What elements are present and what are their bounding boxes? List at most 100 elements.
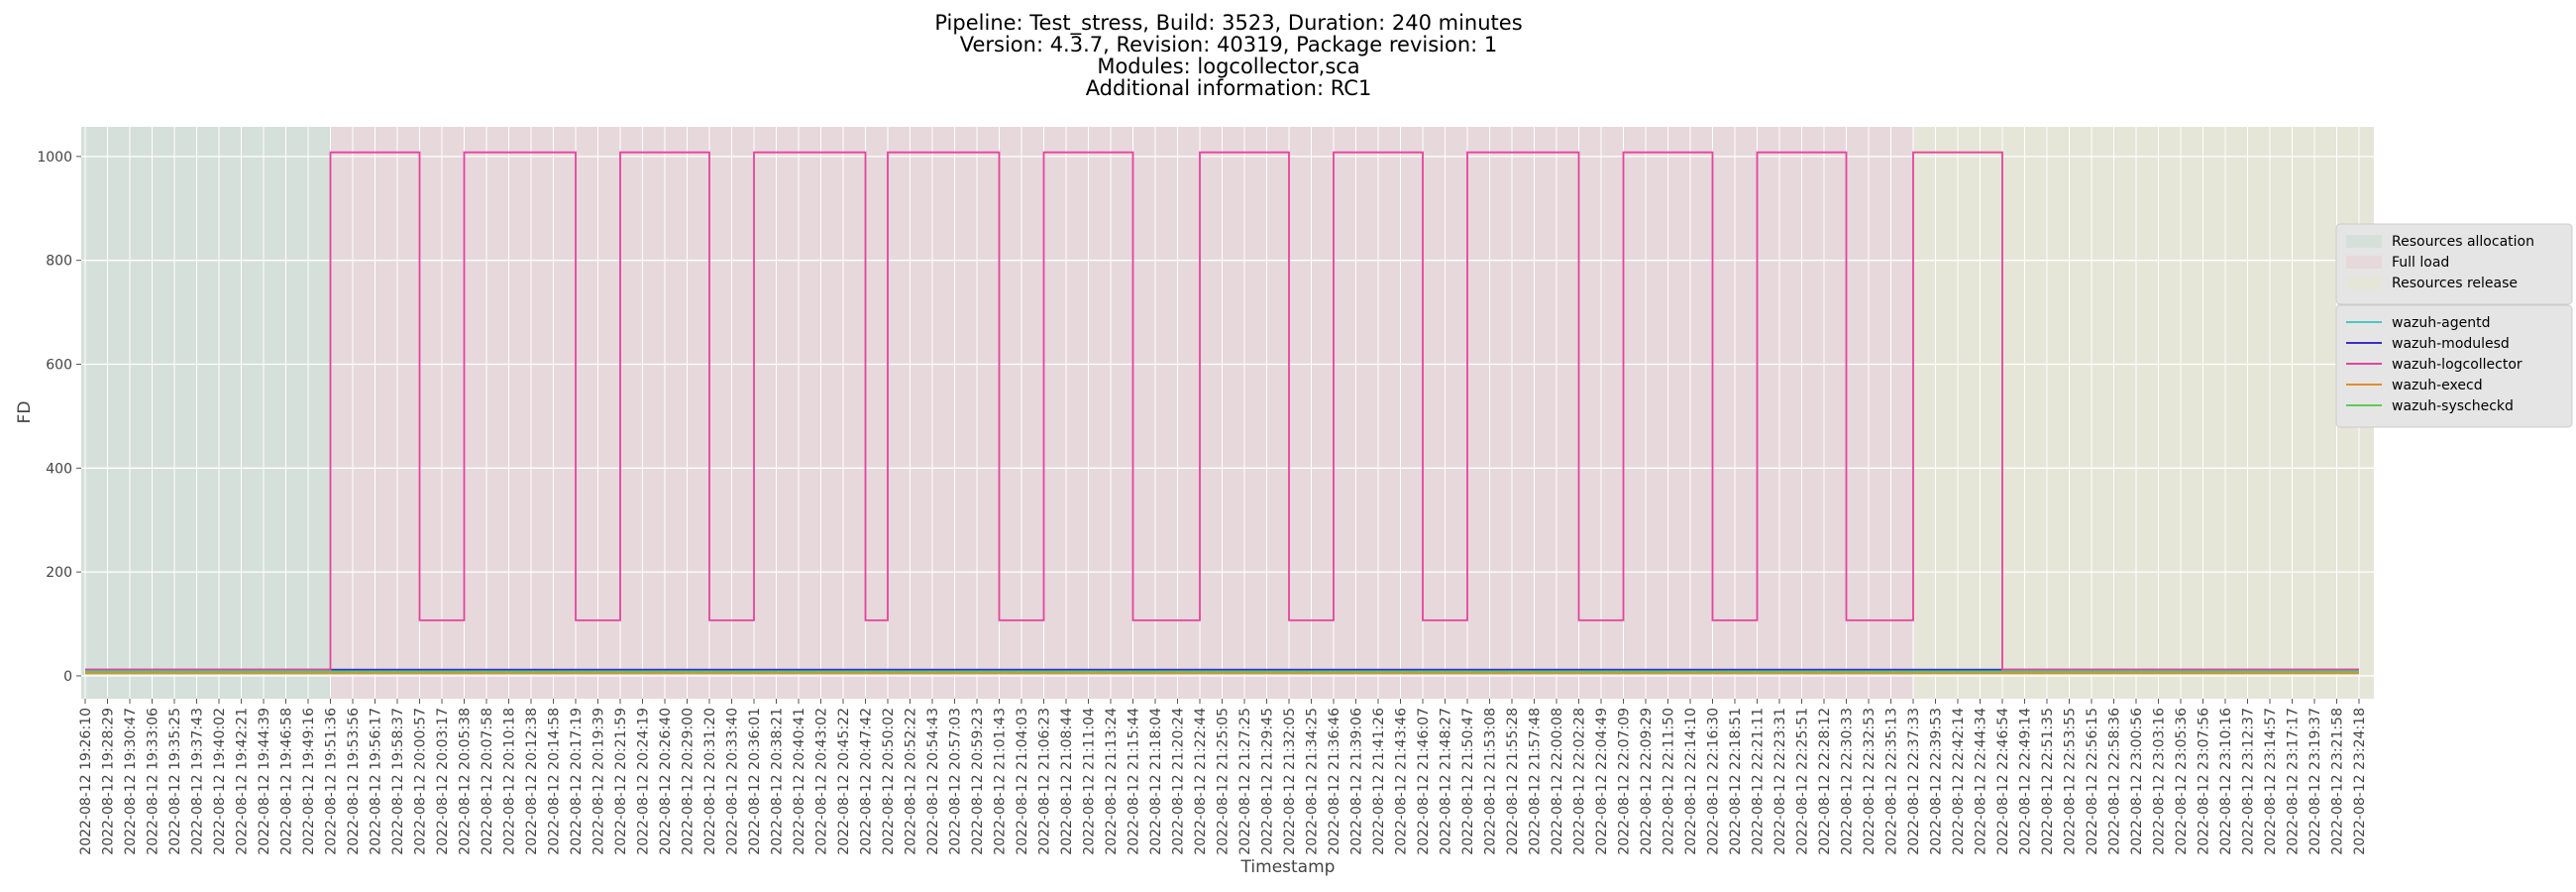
x-tick-label: 2022-08-12 21:08:44 [1059, 708, 1075, 855]
x-tick-label: 2022-08-12 20:07:58 [480, 708, 495, 855]
x-tick-label: 2022-08-12 21:25:05 [1216, 708, 1232, 855]
x-tick-label: 2022-08-12 22:11:50 [1662, 708, 1677, 855]
x-tick-label: 2022-08-12 19:53:56 [346, 708, 362, 855]
x-tick-label: 2022-08-12 23:21:58 [2330, 708, 2346, 855]
chart-title: Version: 4.3.7, Revision: 40319, Package… [960, 33, 1498, 56]
x-tick-label: 2022-08-12 21:01:43 [993, 708, 1009, 855]
y-tick-label: 200 [46, 565, 72, 581]
x-tick-label: 2022-08-12 21:27:25 [1237, 708, 1253, 855]
x-tick-label: 2022-08-12 19:40:02 [212, 708, 228, 855]
x-tick-label: 2022-08-12 21:36:46 [1327, 708, 1342, 855]
x-tick-label: 2022-08-12 22:04:49 [1594, 708, 1610, 855]
x-tick-label: 2022-08-12 22:23:31 [1772, 708, 1788, 855]
x-tick-label: 2022-08-12 19:33:06 [146, 708, 161, 855]
x-tick-label: 2022-08-12 22:44:34 [1974, 708, 1989, 855]
x-tick-label: 2022-08-12 20:50:02 [881, 708, 897, 855]
x-tick-label: 2022-08-12 20:52:22 [904, 708, 919, 855]
x-tick-label: 2022-08-12 22:21:11 [1751, 708, 1767, 855]
x-tick-label: 2022-08-12 23:00:56 [2129, 708, 2145, 855]
phase-region [81, 127, 331, 699]
x-tick-label: 2022-08-12 20:17:19 [569, 708, 585, 855]
x-tick-label: 2022-08-12 19:51:36 [324, 708, 340, 855]
series-line [85, 151, 2359, 671]
x-tick-label: 2022-08-12 20:19:39 [591, 708, 607, 855]
x-tick-label: 2022-08-12 22:42:14 [1951, 708, 1967, 855]
legend-label: wazuh-syscheckd [2392, 398, 2514, 414]
x-tick-label: 2022-08-12 20:47:42 [859, 708, 875, 855]
x-tick-label: 2022-08-12 21:39:06 [1349, 708, 1365, 855]
phase-region [1913, 127, 2374, 699]
x-tick-label: 2022-08-12 23:17:17 [2286, 708, 2302, 855]
x-tick-label: 2022-08-12 22:51:35 [2040, 708, 2056, 855]
x-tick-label: 2022-08-12 21:50:47 [1460, 708, 1476, 855]
legend-label: wazuh-modulesd [2392, 336, 2510, 352]
x-tick-label: 2022-08-12 20:00:57 [413, 708, 429, 855]
x-tick-label: 2022-08-12 20:40:41 [792, 708, 807, 855]
x-tick-label: 2022-08-12 21:20:24 [1171, 708, 1187, 855]
x-tick-label: 2022-08-12 19:37:43 [190, 708, 206, 855]
x-tick-label: 2022-08-12 22:18:51 [1728, 708, 1744, 855]
chart-title: Additional information: RC1 [1086, 76, 1372, 100]
x-tick-label: 2022-08-12 22:39:53 [1929, 708, 1945, 855]
x-tick-label: 2022-08-12 20:12:38 [524, 708, 540, 855]
chart-title: Pipeline: Test_stress, Build: 3523, Dura… [934, 11, 1522, 36]
x-tick-label: 2022-08-12 23:12:37 [2241, 708, 2257, 855]
y-tick-label: 0 [63, 669, 72, 685]
legend-swatch [2346, 256, 2382, 269]
x-tick-label: 2022-08-12 20:31:20 [702, 708, 718, 855]
legend-label: wazuh-agentd [2392, 315, 2491, 331]
x-tick-label: 2022-08-12 20:29:00 [681, 708, 697, 855]
x-tick-label: 2022-08-12 20:05:38 [458, 708, 474, 855]
x-tick-label: 2022-08-12 22:53:55 [2063, 708, 2079, 855]
x-tick-label: 2022-08-12 19:30:47 [123, 708, 139, 855]
x-tick-label: 2022-08-12 20:33:40 [725, 708, 741, 855]
x-tick-label: 2022-08-12 21:53:08 [1483, 708, 1499, 855]
title-block: Pipeline: Test_stress, Build: 3523, Dura… [934, 11, 1522, 100]
x-tick-label: 2022-08-12 20:54:43 [925, 708, 941, 855]
x-tick-label: 2022-08-12 19:49:16 [301, 708, 317, 855]
x-tick-label: 2022-08-12 21:15:44 [1127, 708, 1142, 855]
legend-swatch [2346, 235, 2382, 248]
x-tick-label: 2022-08-12 21:04:03 [1015, 708, 1030, 855]
chart-title: Modules: logcollector,sca [1097, 55, 1359, 78]
y-tick-label: 800 [46, 254, 72, 270]
x-tick-label: 2022-08-12 20:10:18 [502, 708, 518, 855]
x-tick-label: 2022-08-12 22:56:15 [2085, 708, 2100, 855]
x-tick-label: 2022-08-12 21:18:04 [1148, 708, 1164, 855]
x-tick-label: 2022-08-12 21:46:07 [1416, 708, 1432, 855]
x-tick-label: 2022-08-12 22:49:14 [2018, 708, 2034, 855]
legend-label: Resources release [2392, 276, 2518, 291]
legend-label: wazuh-execd [2392, 378, 2483, 393]
x-tick-label: 2022-08-12 22:37:33 [1906, 708, 1922, 855]
phase-region [330, 127, 1913, 699]
x-tick-label: 2022-08-12 20:21:59 [613, 708, 629, 855]
x-tick-label: 2022-08-12 21:57:48 [1528, 708, 1544, 855]
x-tick-label: 2022-08-12 23:10:16 [2218, 708, 2234, 855]
x-tick-label: 2022-08-12 21:34:25 [1305, 708, 1321, 855]
x-tick-label: 2022-08-12 20:45:22 [836, 708, 852, 855]
legend-label: Resources allocation [2392, 234, 2534, 250]
x-tick-label: 2022-08-12 23:03:16 [2152, 708, 2168, 855]
x-tick-label: 2022-08-12 22:58:36 [2107, 708, 2123, 855]
x-tick-label: 2022-08-12 21:32:05 [1282, 708, 1298, 855]
x-tick-label: 2022-08-12 20:24:19 [636, 708, 652, 855]
x-tick-label: 2022-08-12 23:19:37 [2308, 708, 2323, 855]
x-tick-label: 2022-08-12 20:59:23 [970, 708, 986, 855]
x-tick-label: 2022-08-12 22:00:08 [1550, 708, 1565, 855]
x-tick-label: 2022-08-12 21:13:24 [1104, 708, 1120, 855]
x-tick-label: 2022-08-12 20:26:40 [658, 708, 674, 855]
x-tick-label: 2022-08-12 22:07:09 [1617, 708, 1633, 855]
x-tick-label: 2022-08-12 22:02:28 [1572, 708, 1588, 855]
x-tick-label: 2022-08-12 21:29:45 [1260, 708, 1276, 855]
legend-label: Full load [2392, 255, 2449, 271]
x-tick-label: 2022-08-12 21:48:27 [1439, 708, 1454, 855]
y-axis-label: FD [15, 401, 35, 424]
legend-swatch [2346, 277, 2382, 289]
x-tick-label: 2022-08-12 22:28:12 [1817, 708, 1833, 855]
x-tick-label: 2022-08-12 22:30:33 [1840, 708, 1856, 855]
x-tick-label: 2022-08-12 21:41:26 [1371, 708, 1387, 855]
x-tick-label: 2022-08-12 21:11:04 [1082, 708, 1098, 855]
x-tick-label: 2022-08-12 22:16:30 [1706, 708, 1722, 855]
x-tick-label: 2022-08-12 20:14:58 [547, 708, 563, 855]
